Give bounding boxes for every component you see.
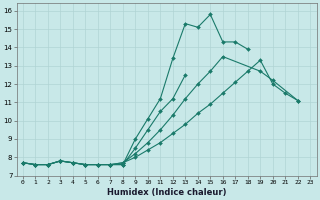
X-axis label: Humidex (Indice chaleur): Humidex (Indice chaleur) (107, 188, 226, 197)
